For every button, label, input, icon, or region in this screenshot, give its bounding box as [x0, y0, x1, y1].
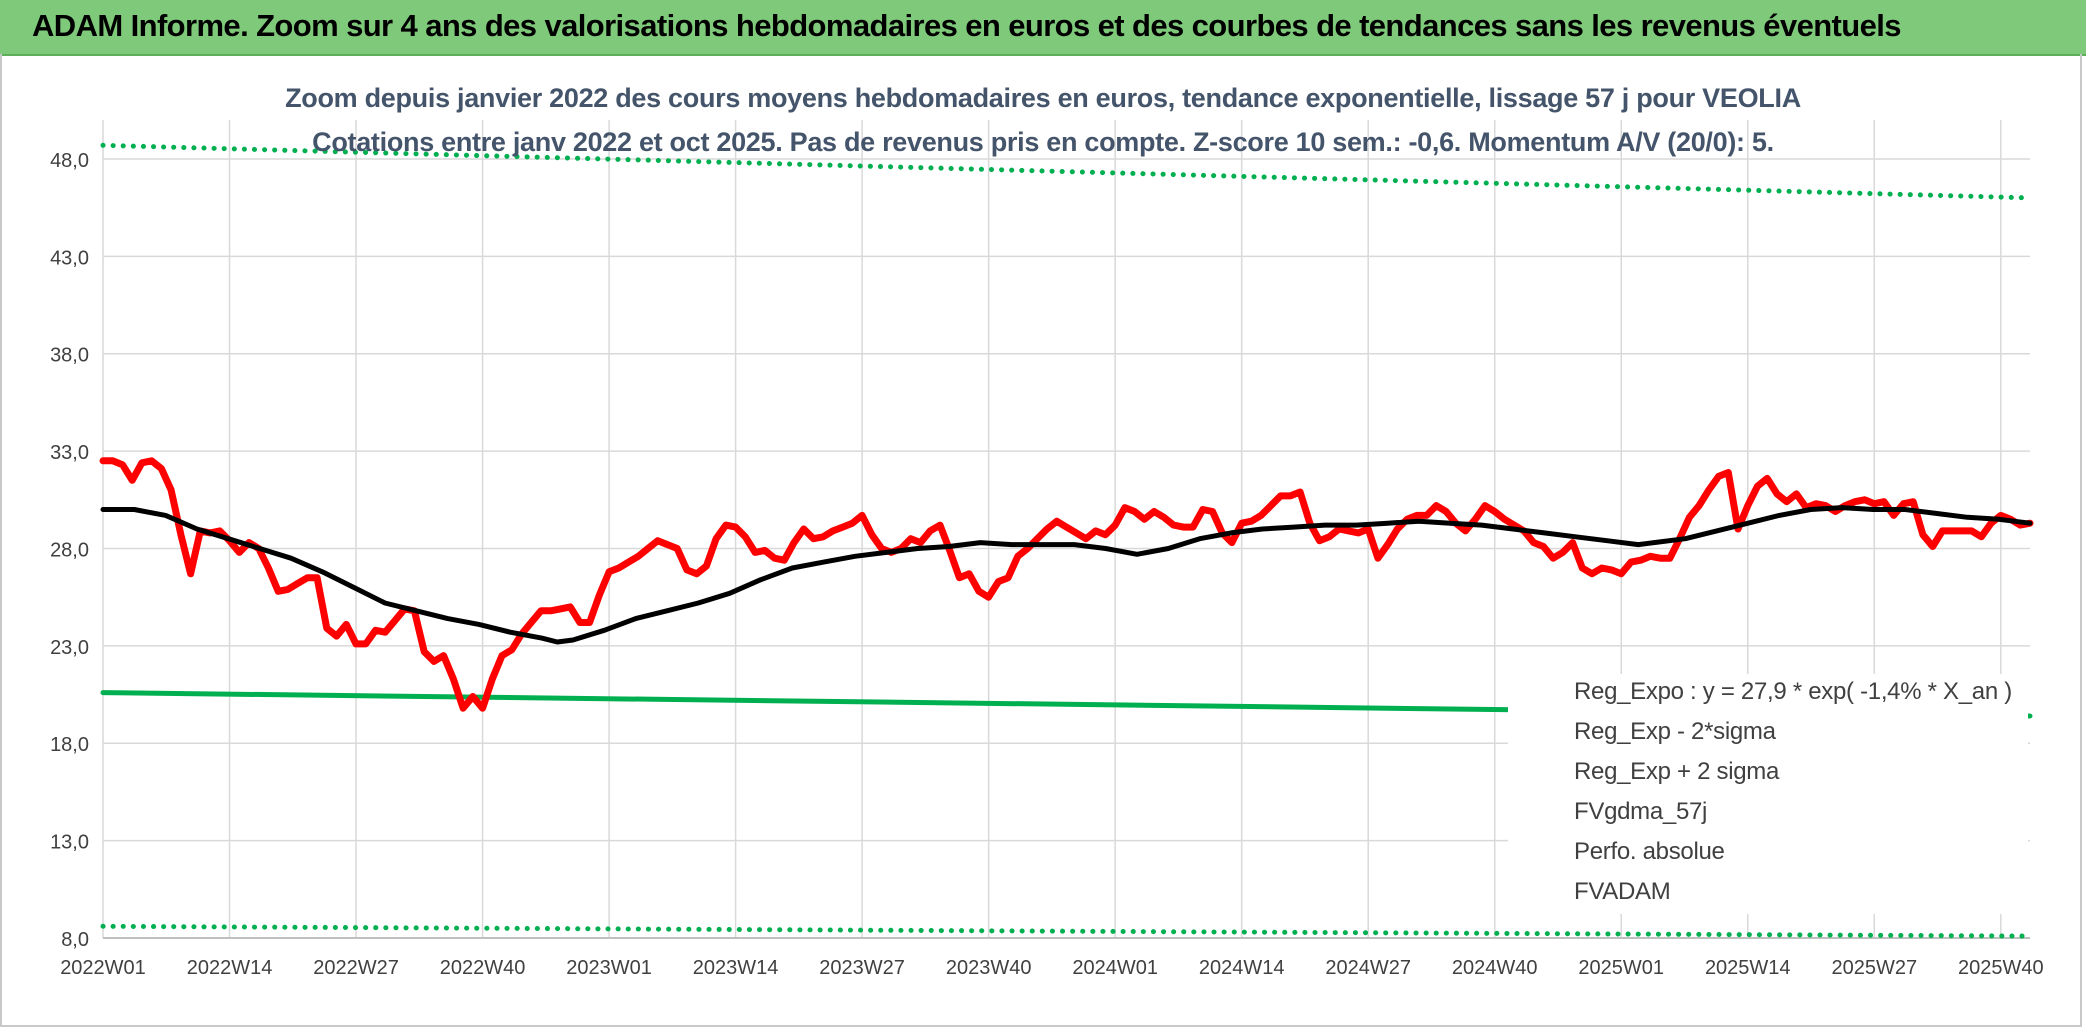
y-tick-label: 13,0	[50, 832, 89, 854]
legend-item-fvadam: FVADAM	[1508, 874, 2028, 914]
x-tick-label: 2022W27	[313, 957, 399, 979]
chart-title: Zoom depuis janvier 2022 des cours moyen…	[285, 83, 1801, 113]
x-tick-label: 2025W14	[1705, 957, 1791, 979]
y-tick-label: 33,0	[50, 442, 89, 464]
legend-item-reg-minus-2sigma: Reg_Exp - 2*sigma	[1508, 714, 2028, 754]
legend-label: FVADAM	[1574, 878, 1671, 905]
y-tick-label: 48,0	[50, 150, 89, 172]
x-tick-label: 2022W40	[440, 957, 526, 979]
legend-item-fvgdma-57j: FVgdma_57j	[1508, 794, 2028, 834]
x-tick-label: 2024W14	[1199, 957, 1285, 979]
x-tick-label: 2022W01	[60, 957, 146, 979]
x-tick-label: 2022W14	[187, 957, 273, 979]
legend-item-perfo-absolue: Perfo. absolue	[1508, 834, 2028, 874]
y-tick-label: 8,0	[61, 929, 89, 951]
legend-label: Reg_Exp - 2*sigma	[1574, 718, 1776, 745]
x-tick-label: 2024W40	[1452, 957, 1538, 979]
series-line-fvadam	[99, 457, 2034, 712]
x-tick-label: 2025W01	[1578, 957, 1664, 979]
series-line-reg-minus-2sigma	[100, 923, 2033, 939]
y-tick-label: 28,0	[50, 539, 89, 561]
x-tick-label: 2025W27	[1831, 957, 1917, 979]
series-layer	[99, 142, 2034, 939]
chart-frame	[0, 54, 2082, 1027]
legend-label: Reg_Expo : y = 27,9 * exp( -1,4% * X_an …	[1574, 678, 2012, 705]
legend-item-reg-plus-2sigma: Reg_Exp + 2 sigma	[1508, 754, 2028, 794]
legend-label: Reg_Exp + 2 sigma	[1574, 758, 1780, 785]
banner-title: ADAM Informe. Zoom sur 4 ans des valoris…	[32, 8, 1902, 43]
x-tick-label: 2024W01	[1072, 957, 1158, 979]
x-tick-label: 2023W27	[819, 957, 905, 979]
x-tick-label: 2025W40	[1958, 957, 2044, 979]
chart-subtitle: Cotations entre janv 2022 et oct 2025. P…	[312, 127, 1774, 157]
series-line-fvgdma-57j	[100, 505, 2033, 645]
y-tick-label: 23,0	[50, 637, 89, 659]
legend-label: Perfo. absolue	[1574, 838, 1725, 865]
x-tick-label: 2023W01	[566, 957, 652, 979]
x-tick-label: 2023W40	[946, 957, 1032, 979]
series-line-reg-plus-2sigma	[100, 142, 2033, 201]
axis-layer: 8,0 13,0 18,0 23,0 28,0 33,0 38,0 43,0 48,0 2022W…	[50, 150, 2044, 979]
y-tick-label: 18,0	[50, 734, 89, 756]
x-tick-label: 2023W14	[693, 957, 779, 979]
x-tick-label: 2024W27	[1325, 957, 1411, 979]
y-tick-label: 43,0	[50, 247, 89, 269]
legend-label: FVgdma_57j	[1574, 798, 1708, 825]
y-tick-label: 38,0	[50, 345, 89, 367]
banner: ADAM Informe. Zoom sur 4 ans des valoris…	[0, 0, 2086, 56]
legend-item-reg-expo: Reg_Expo : y = 27,9 * exp( -1,4% * X_an …	[1508, 674, 2028, 714]
chart-legend: Reg_Expo : y = 27,9 * exp( -1,4% * X_an …	[1508, 674, 2028, 914]
